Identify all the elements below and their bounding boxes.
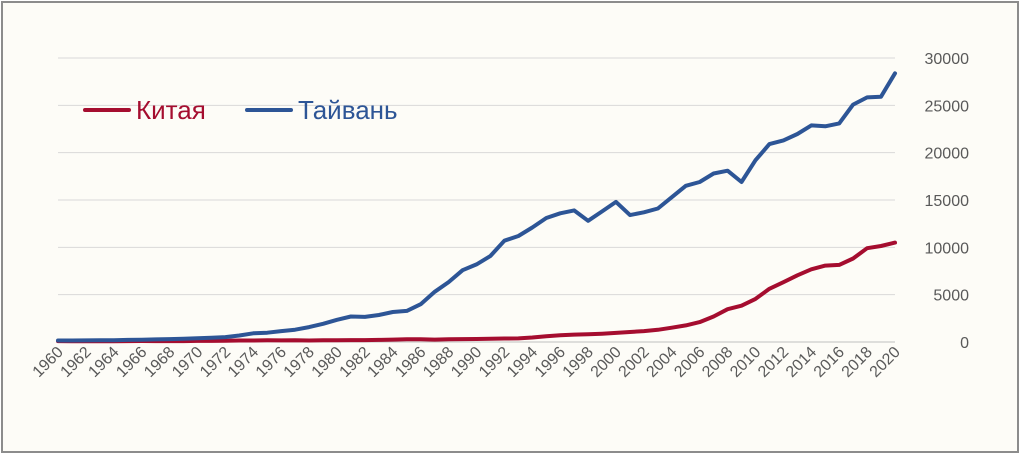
grid-lines [58,57,895,343]
x-tick-label: 2006 [671,344,708,381]
x-tick-label: 1996 [532,344,569,381]
x-tick-label: 2000 [588,344,625,381]
y-axis-ticks: 0 5000 10000 15000 20000 25000 30000 [925,51,970,352]
x-tick-label: 1976 [253,344,290,381]
x-tick-label: 2004 [643,344,680,381]
x-tick-label: 1974 [225,344,262,381]
x-tick-label: 2018 [839,344,876,381]
x-tick-label: 2020 [867,344,904,381]
x-tick-label: 1960 [30,344,67,381]
x-tick-label: 1984 [364,344,401,381]
y-tick-label: 15000 [925,193,970,210]
x-tick-label: 1968 [141,344,178,381]
series-lines [56,71,897,344]
x-tick-label: 2010 [727,344,764,381]
x-tick-label: 1964 [85,344,122,381]
x-tick-label: 1980 [309,344,346,381]
x-tick-label: 2016 [811,344,848,381]
legend-label: Тайвань [298,95,398,125]
y-tick-label: 0 [960,335,969,352]
x-tick-label: 1998 [560,344,597,381]
x-tick-label: 1962 [58,344,95,381]
x-tick-label: 1966 [113,344,150,381]
y-tick-label: 5000 [933,288,969,305]
y-tick-label: 20000 [925,146,970,163]
y-tick-label: 30000 [925,51,970,68]
x-tick-label: 1972 [197,344,234,381]
legend-label: Китая [136,95,206,125]
x-tick-label: 2008 [699,344,736,381]
x-tick-label: 2014 [783,344,820,381]
x-tick-label: 1992 [476,344,513,381]
x-tick-label: 1982 [337,344,374,381]
series-line-taiwan [56,71,897,343]
x-tick-label: 1990 [448,344,485,381]
x-axis-ticks: 1960196219641966196819701972197419761978… [30,344,904,381]
series-line-china [56,240,897,344]
x-tick-label: 1970 [169,344,206,381]
x-tick-label: 2002 [616,344,653,381]
legend: Китая Тайвань [83,95,398,125]
x-tick-label: 1994 [504,344,541,381]
y-tick-label: 25000 [925,98,970,115]
x-tick-label: 1978 [281,344,318,381]
y-tick-label: 10000 [925,240,970,257]
x-tick-label: 1986 [392,344,429,381]
x-tick-label: 2012 [755,344,792,381]
x-tick-label: 1988 [420,344,457,381]
